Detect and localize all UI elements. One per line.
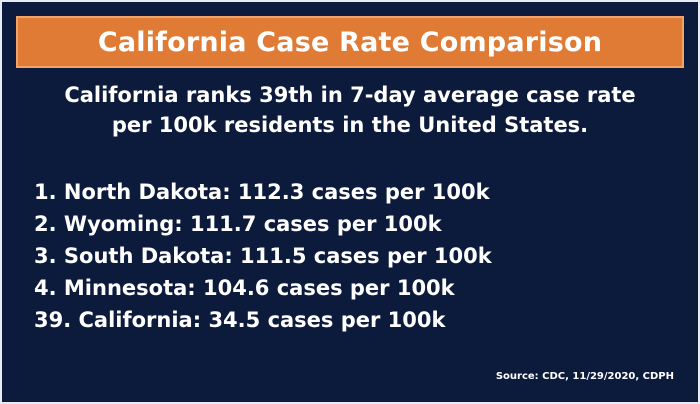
subtitle-line-1: California ranks 39th in 7-day average c… (64, 83, 636, 107)
slide-title: California Case Rate Comparison (97, 26, 603, 58)
subtitle: California ranks 39th in 7-day average c… (2, 80, 698, 140)
ranking-item: 1. North Dakota: 112.3 cases per 100k (34, 180, 490, 204)
ranking-item: 3. South Dakota: 111.5 cases per 100k (34, 244, 492, 268)
source-note: Source: CDC, 11/29/2020, CDPH (495, 371, 674, 382)
ranking-item: 39. California: 34.5 cases per 100k (34, 308, 446, 332)
ranking-list: 1. North Dakota: 112.3 cases per 100k 2.… (34, 176, 492, 336)
ranking-item: 2. Wyoming: 111.7 cases per 100k (34, 212, 442, 236)
ranking-item: 4. Minnesota: 104.6 cases per 100k (34, 276, 455, 300)
subtitle-line-2: per 100k residents in the United States. (111, 113, 589, 137)
title-bar: California Case Rate Comparison (16, 16, 684, 68)
